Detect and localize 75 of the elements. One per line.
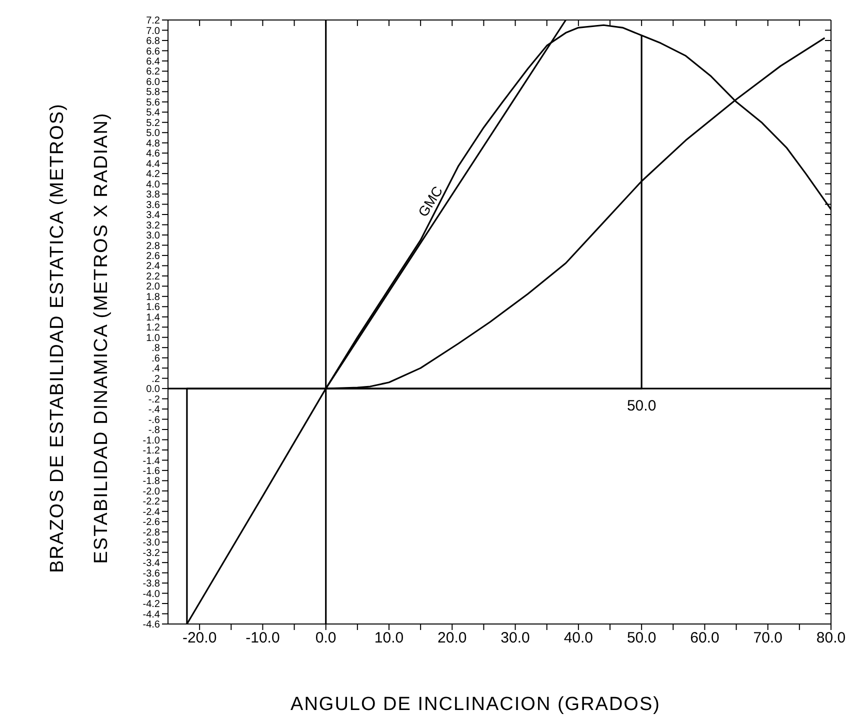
y-tick-label: -1.6 [142,466,160,477]
y-axis-title: BRAZOS DE ESTABILIDAD ESTATICA (METROS) [47,103,69,573]
y-tick-label: 1.4 [146,312,160,324]
y-tick-label: .8 [152,343,160,354]
y-tick-label: -4.4 [142,609,160,620]
y-tick-label: -.4 [148,404,160,416]
x-tick-label: -20.0 [182,630,217,647]
annotation: 50.0 [626,398,656,415]
y-tick-label: .4 [152,364,160,375]
y-tick-label: 3.6 [146,200,160,211]
y-tick-label: -1.0 [142,435,160,446]
y-tick-label: 2.6 [146,251,160,262]
y-tick-label: 7.2 [146,16,160,27]
y-tick-label: .6 [152,353,160,364]
y-tick-label: -1.2 [142,446,160,457]
y-tick-label: -4.6 [142,620,160,631]
y-tick-label: 5.0 [146,128,160,140]
y-tick-label: 5.8 [146,87,160,98]
y-tick-label: -3.4 [142,558,160,570]
y-tick-label: .2 [152,374,160,385]
y-tick-label: 6.2 [146,66,160,78]
y-tick-label: 0.0 [146,384,160,396]
y-tick-label: -.6 [148,414,160,426]
y-tick-label: -3.0 [142,538,160,549]
x-axis-title: ANGULO DE INCLINACION (GRADOS) [290,694,662,716]
y-tick-label: 3.4 [146,210,160,222]
y-tick-label: 4.2 [146,169,160,180]
y-tick-label: -1.4 [142,456,160,467]
y-tick-label: -.2 [148,394,160,406]
y-tick-label: -3.8 [142,578,160,590]
y-tick-label: 6.4 [146,56,160,68]
y-tick-label: 1.8 [146,292,160,303]
y-tick-label: 1.6 [146,302,160,314]
y-tick-label: -3.2 [142,548,160,559]
y-tick-label: -2.0 [142,486,160,498]
y-tick-label: 3.2 [146,220,160,232]
y-tick-label: 3.0 [146,230,160,242]
x-tick-label: 10.0 [374,630,404,647]
x-tick-label: 0.0 [315,630,336,647]
y-tick-label: 7.0 [146,26,160,37]
x-tick-label: 40.0 [564,630,594,647]
y-tick-label: -2.8 [142,527,160,538]
y-tick-label: 2.0 [146,282,160,293]
y-tick-label: -4.0 [142,588,160,600]
y-tick-label: 4.8 [146,138,160,150]
y-tick-label: 2.2 [146,271,160,282]
y-tick-label: -1.8 [142,476,160,488]
y-tick-label: 3.8 [146,190,160,201]
x-tick-label: -10.0 [246,630,280,647]
y-tick-label: 4.4 [146,158,160,170]
y-tick-label: 4.6 [146,148,160,160]
y-tick-label: -2.2 [142,496,160,508]
y-tick-label: 1.0 [146,332,160,344]
y-tick-label: 6.0 [146,76,160,88]
y-tick-label: -3.6 [142,568,160,580]
y-tick-label: -.8 [148,425,160,436]
y-tick-label: -2.6 [142,517,160,528]
y-tick-label: 2.8 [146,240,160,252]
y-tick-label: -4.2 [142,599,160,610]
y-tick-label: -2.4 [142,506,160,518]
y-tick-label: 5.2 [146,118,160,129]
y-tick-label: 4.0 [146,179,160,190]
x-tick-label: 30.0 [500,630,530,647]
x-tick-label: 20.0 [438,630,467,647]
y-tick-label: 5.6 [146,97,160,108]
x-tick-label: 60.0 [690,630,720,647]
x-tick-label: 70.0 [753,630,782,647]
y-tick-label: 6.6 [146,46,160,58]
y-tick-label: 5.4 [146,108,160,119]
x-tick-label: 80.0 [816,630,846,647]
y2-axis-title: ESTABILIDAD DINAMICA (METROS X RADIAN) [91,112,113,564]
y-tick-label: 2.4 [146,261,160,272]
y-tick-label: 1.2 [146,322,160,334]
x-tick-label: 50.0 [626,630,656,647]
y-tick-label: 6.8 [146,36,160,48]
